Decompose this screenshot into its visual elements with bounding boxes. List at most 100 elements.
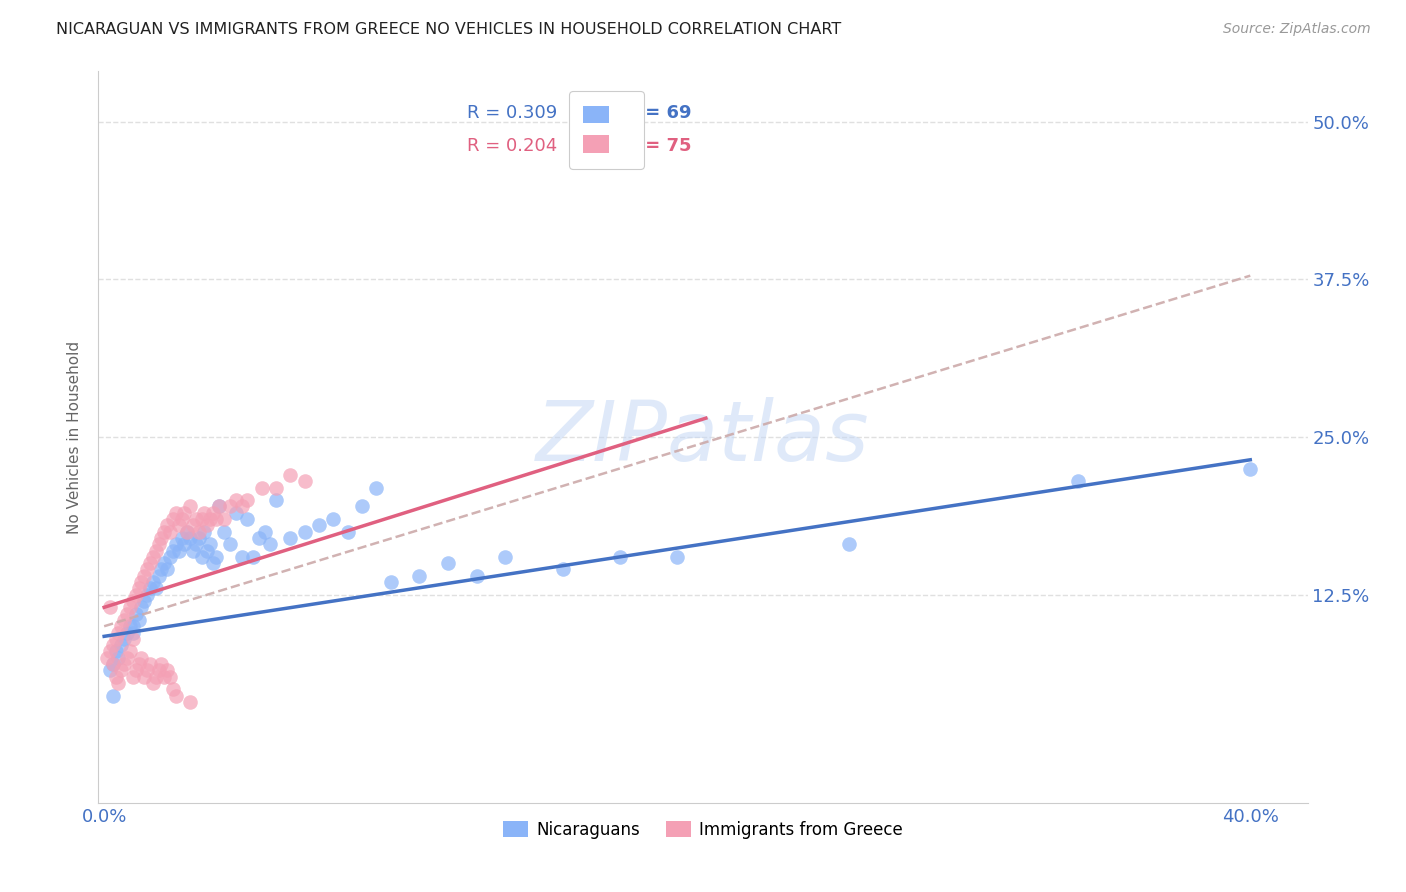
Point (107, 676, 129, 690)
Point (181, 543, 204, 558)
Point (208, 500, 231, 514)
Point (202, 506, 225, 520)
Point (128, 613, 150, 627)
Point (101, 638, 124, 652)
Point (104, 632, 127, 646)
Point (162, 682, 184, 697)
Point (159, 524, 181, 539)
Point (205, 549, 228, 564)
Point (115, 650, 138, 665)
Point (236, 493, 259, 508)
Point (139, 657, 162, 671)
Text: Source: ZipAtlas.com: Source: ZipAtlas.com (1223, 22, 1371, 37)
Point (219, 537, 242, 551)
Point (128, 657, 150, 671)
Point (179, 531, 201, 545)
Point (198, 537, 221, 551)
Point (264, 481, 287, 495)
Point (110, 619, 132, 633)
Point (167, 518, 190, 533)
Point (98, 644, 121, 658)
Point (112, 657, 135, 671)
Point (121, 632, 143, 646)
Point (142, 549, 165, 564)
Point (173, 537, 195, 551)
Point (142, 575, 165, 590)
Point (259, 537, 281, 551)
Point (134, 594, 156, 608)
Point (494, 549, 516, 564)
Point (124, 664, 146, 678)
Point (101, 657, 124, 671)
Point (219, 500, 242, 514)
Point (112, 613, 135, 627)
Point (98, 664, 121, 678)
Point (134, 670, 156, 684)
Point (173, 506, 195, 520)
Point (101, 689, 124, 703)
Text: ZIPatlas: ZIPatlas (536, 397, 870, 477)
Point (350, 500, 373, 514)
Point (231, 500, 253, 514)
Point (465, 569, 488, 583)
Point (187, 531, 209, 545)
Point (225, 506, 247, 520)
Point (336, 524, 359, 539)
Point (408, 569, 430, 583)
Y-axis label: No Vehicles in Household: No Vehicles in Household (67, 341, 83, 533)
Point (250, 481, 273, 495)
Point (322, 512, 344, 526)
Point (190, 549, 212, 564)
Point (131, 600, 153, 615)
Point (184, 537, 207, 551)
Point (1067, 474, 1090, 488)
Point (159, 549, 181, 564)
Point (131, 575, 153, 590)
Point (838, 537, 860, 551)
Point (134, 569, 156, 583)
Point (167, 543, 190, 558)
Point (176, 524, 198, 539)
Point (380, 575, 402, 590)
Point (112, 632, 135, 646)
Point (148, 537, 170, 551)
Point (187, 524, 209, 539)
Point (131, 650, 153, 665)
Point (170, 531, 193, 545)
Point (181, 518, 204, 533)
Point (165, 689, 187, 703)
Point (115, 607, 138, 621)
Point (136, 562, 159, 576)
Point (253, 524, 276, 539)
Point (150, 531, 173, 545)
Point (156, 518, 179, 533)
Point (205, 512, 228, 526)
Point (242, 549, 264, 564)
Point (666, 549, 689, 564)
Point (121, 594, 143, 608)
Point (124, 588, 146, 602)
Point (142, 676, 165, 690)
Point (145, 670, 167, 684)
Point (184, 512, 207, 526)
Point (107, 625, 129, 640)
Point (107, 650, 129, 665)
Point (139, 582, 162, 596)
Point (264, 493, 287, 508)
Point (136, 664, 159, 678)
Point (214, 512, 236, 526)
Point (96, 650, 118, 665)
Point (195, 518, 218, 533)
Point (156, 562, 179, 576)
Text: R = 0.309: R = 0.309 (467, 104, 557, 122)
Point (162, 512, 184, 526)
Point (208, 500, 231, 514)
Point (176, 524, 198, 539)
Text: N = 69: N = 69 (624, 104, 692, 122)
Point (153, 556, 176, 570)
Point (437, 556, 460, 570)
Point (202, 556, 225, 570)
Point (195, 543, 218, 558)
Point (156, 664, 179, 678)
Point (153, 670, 176, 684)
